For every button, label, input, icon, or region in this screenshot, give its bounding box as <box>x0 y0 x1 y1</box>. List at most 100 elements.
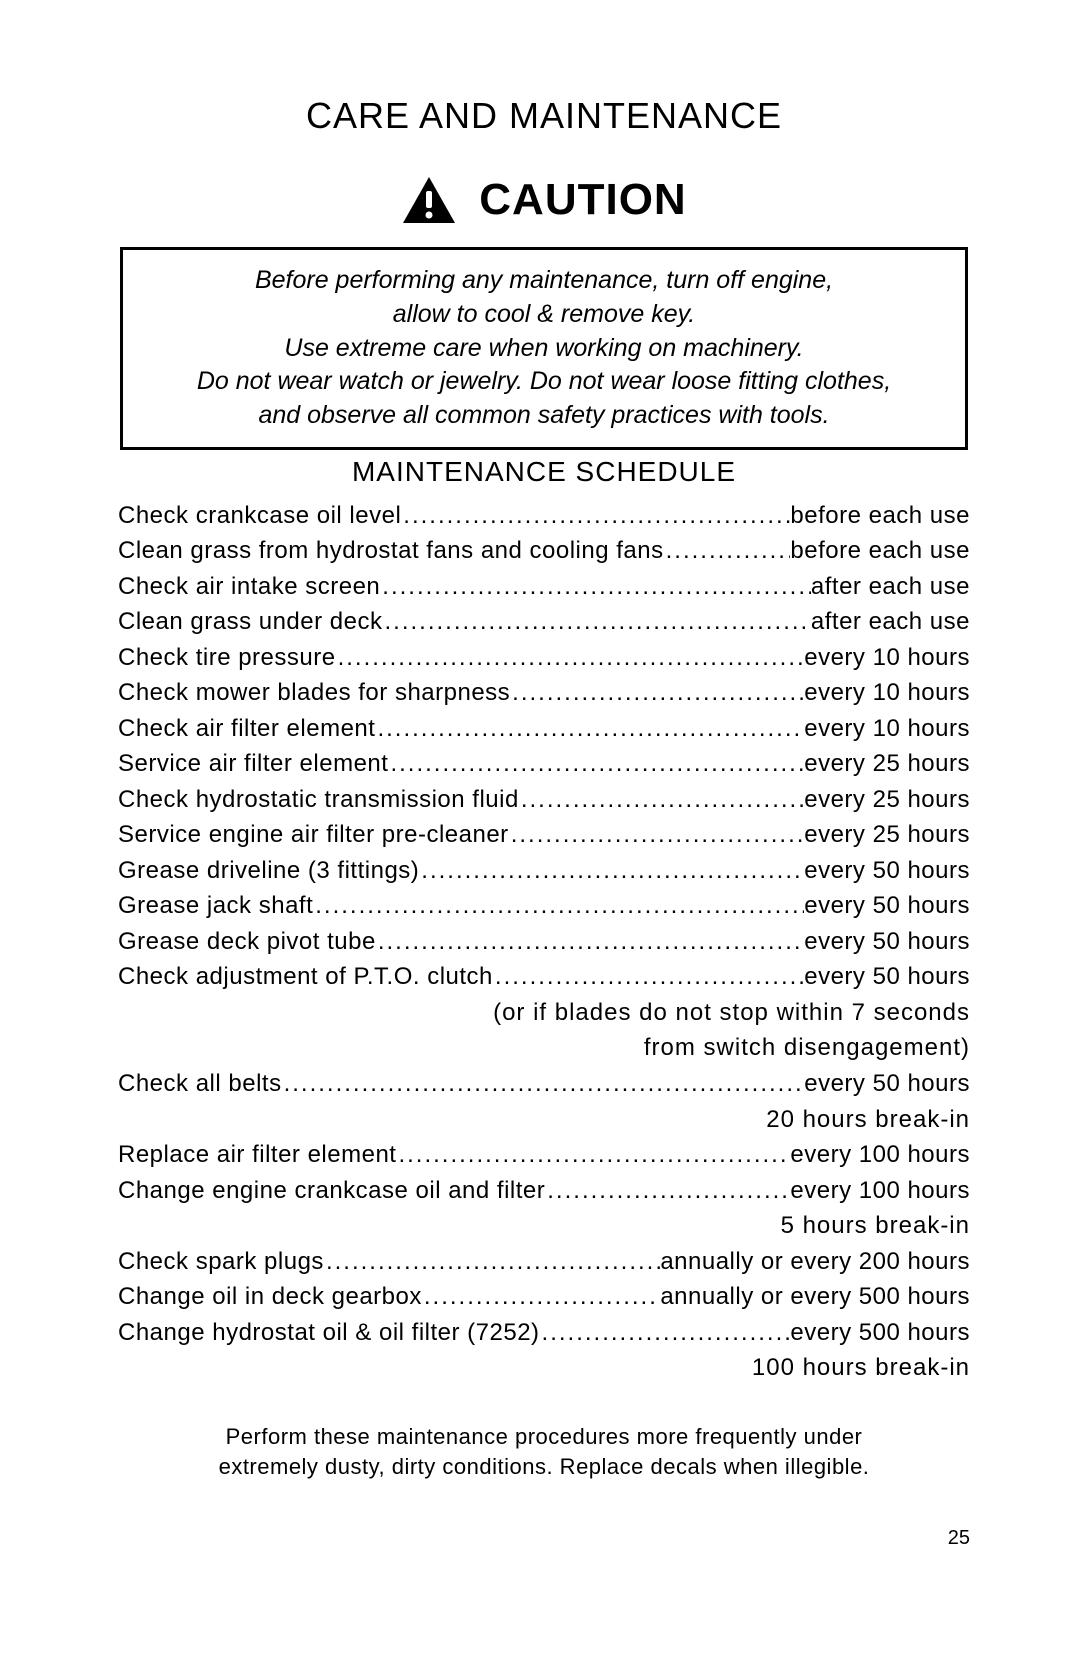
schedule-when: every 50 hours <box>804 1066 970 1102</box>
schedule-when: every 50 hours <box>804 924 970 960</box>
schedule-task: Check all belts <box>118 1066 282 1102</box>
leader-dots <box>664 533 791 569</box>
leader-dots <box>376 924 804 960</box>
caution-label: CAUTION <box>479 175 686 225</box>
schedule-when: every 100 hours <box>790 1137 970 1173</box>
schedule-row: Grease jack shaft every 50 hours <box>118 888 970 924</box>
schedule-row: Change oil in deck gearbox annually or ev… <box>118 1279 970 1315</box>
schedule-task: Change hydrostat oil & oil filter (7252) <box>118 1315 540 1351</box>
footer-note: Perform these maintenance procedures mor… <box>118 1422 970 1484</box>
schedule-row: Check spark plugs annually or every 200 h… <box>118 1244 970 1280</box>
leader-dots <box>336 640 805 676</box>
schedule-when: every 50 hours <box>804 959 970 995</box>
caution-line: and observe all common safety practices … <box>149 399 939 433</box>
schedule-row: Check crankcase oil level before each use <box>118 498 970 534</box>
section-heading: MAINTENANCE SCHEDULE <box>118 456 970 488</box>
schedule-when: every 25 hours <box>804 817 970 853</box>
schedule-row: Grease deck pivot tube every 50 hours <box>118 924 970 960</box>
schedule-when: every 10 hours <box>804 640 970 676</box>
schedule-task: Check tire pressure <box>118 640 336 676</box>
schedule-note: 100 hours break-in <box>118 1350 970 1386</box>
leader-dots <box>375 711 804 747</box>
schedule-note: (or if blades do not stop within 7 secon… <box>118 995 970 1031</box>
leader-dots <box>396 1137 790 1173</box>
schedule-row: Clean grass from hydrostat fans and cool… <box>118 533 970 569</box>
schedule-note: 5 hours break-in <box>118 1208 970 1244</box>
schedule-when: every 50 hours <box>804 888 970 924</box>
leader-dots <box>540 1315 791 1351</box>
caution-header: CAUTION <box>118 175 970 225</box>
maintenance-schedule: Check crankcase oil level before each use… <box>118 498 970 1386</box>
schedule-note: 20 hours break-in <box>118 1102 970 1138</box>
caution-box: Before performing any maintenance, turn … <box>120 247 968 450</box>
schedule-row: Replace air filter element every 100 hour… <box>118 1137 970 1173</box>
schedule-task: Check adjustment of P.T.O. clutch <box>118 959 493 995</box>
schedule-row: Check all belts every 50 hours <box>118 1066 970 1102</box>
schedule-when: annually or every 500 hours <box>660 1279 970 1315</box>
schedule-row: Service engine air filter pre-cleaner eve… <box>118 817 970 853</box>
schedule-task: Check spark plugs <box>118 1244 324 1280</box>
schedule-when: before each use <box>790 533 970 569</box>
leader-dots <box>519 782 804 818</box>
schedule-row: Check mower blades for sharpness every 10… <box>118 675 970 711</box>
leader-dots <box>282 1066 805 1102</box>
schedule-when: every 10 hours <box>804 711 970 747</box>
schedule-task: Service air filter element <box>118 746 388 782</box>
leader-dots <box>422 1279 660 1315</box>
leader-dots <box>509 817 805 853</box>
document-page: CARE AND MAINTENANCE CAUTION Before perf… <box>0 0 1080 1669</box>
caution-line: Use extreme care when working on machine… <box>149 332 939 366</box>
schedule-when: after each use <box>811 569 970 605</box>
leader-dots <box>382 604 810 640</box>
schedule-task: Clean grass from hydrostat fans and cool… <box>118 533 664 569</box>
schedule-row: Check air intake screen after each use <box>118 569 970 605</box>
schedule-row: Change hydrostat oil & oil filter (7252)… <box>118 1315 970 1351</box>
schedule-task: Grease deck pivot tube <box>118 924 376 960</box>
leader-dots <box>388 746 804 782</box>
leader-dots <box>401 498 790 534</box>
schedule-when: every 50 hours <box>804 853 970 889</box>
schedule-when: every 500 hours <box>790 1315 970 1351</box>
schedule-row: Change engine crankcase oil and filter ev… <box>118 1173 970 1209</box>
warning-triangle-icon <box>401 175 457 225</box>
footer-note-line: extremely dusty, dirty conditions. Repla… <box>118 1452 970 1483</box>
schedule-note: from switch disengagement) <box>118 1030 970 1066</box>
schedule-when: after each use <box>811 604 970 640</box>
schedule-task: Replace air filter element <box>118 1137 396 1173</box>
leader-dots <box>324 1244 660 1280</box>
leader-dots <box>419 853 804 889</box>
schedule-row: Check adjustment of P.T.O. clutch every 5… <box>118 959 970 995</box>
schedule-when: before each use <box>790 498 970 534</box>
schedule-when: every 25 hours <box>804 782 970 818</box>
schedule-task: Check crankcase oil level <box>118 498 401 534</box>
schedule-task: Service engine air filter pre-cleaner <box>118 817 509 853</box>
caution-line: Do not wear watch or jewelry. Do not wea… <box>149 365 939 399</box>
leader-dots <box>510 675 804 711</box>
schedule-when: every 10 hours <box>804 675 970 711</box>
schedule-task: Change engine crankcase oil and filter <box>118 1173 545 1209</box>
schedule-row: Check air filter element every 10 hours <box>118 711 970 747</box>
leader-dots <box>545 1173 790 1209</box>
schedule-row: Check tire pressure every 10 hours <box>118 640 970 676</box>
schedule-task: Grease driveline (3 fittings) <box>118 853 419 889</box>
schedule-row: Clean grass under deck after each use <box>118 604 970 640</box>
schedule-task: Check air intake screen <box>118 569 380 605</box>
schedule-row: Check hydrostatic transmission fluid ever… <box>118 782 970 818</box>
schedule-when: every 25 hours <box>804 746 970 782</box>
leader-dots <box>313 888 804 924</box>
schedule-task: Change oil in deck gearbox <box>118 1279 422 1315</box>
page-title: CARE AND MAINTENANCE <box>118 95 970 137</box>
footer-note-line: Perform these maintenance procedures mor… <box>118 1422 970 1453</box>
caution-line: allow to cool & remove key. <box>149 298 939 332</box>
schedule-row: Grease driveline (3 fittings) every 50 ho… <box>118 853 970 889</box>
leader-dots <box>380 569 811 605</box>
schedule-when: annually or every 200 hours <box>660 1244 970 1280</box>
schedule-task: Check mower blades for sharpness <box>118 675 510 711</box>
schedule-row: Service air filter element every 25 hours <box>118 746 970 782</box>
schedule-task: Check hydrostatic transmission fluid <box>118 782 519 818</box>
schedule-task: Clean grass under deck <box>118 604 382 640</box>
caution-line: Before performing any maintenance, turn … <box>149 264 939 298</box>
schedule-when: every 100 hours <box>790 1173 970 1209</box>
schedule-task: Grease jack shaft <box>118 888 313 924</box>
schedule-task: Check air filter element <box>118 711 375 747</box>
